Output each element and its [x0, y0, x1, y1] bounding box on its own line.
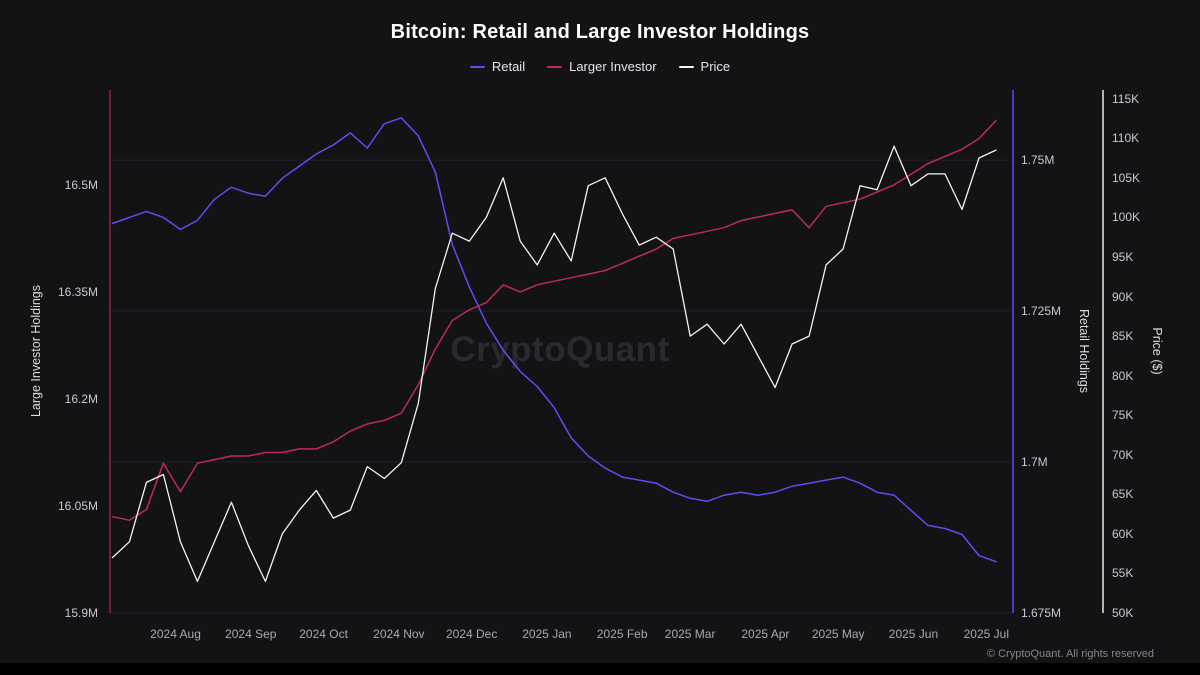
legend-marker-larger-investor	[547, 65, 563, 68]
chart-title: Bitcoin: Retail and Large Investor Holdi…	[390, 21, 810, 43]
retail-axis-title: Retail Holdings	[1077, 308, 1091, 394]
legend-item-larger-investor[interactable]: Larger Investor	[547, 59, 657, 74]
bottom-bar	[0, 663, 1200, 675]
copyright-footer: © CryptoQuant. All rights reserved	[986, 648, 1154, 660]
series-line-price	[111, 145, 997, 583]
legend-label-larger-investor: Larger Investor	[569, 59, 657, 74]
legend-item-price[interactable]: Price	[678, 59, 731, 74]
series-line-larger-investor	[111, 119, 997, 521]
chart-legend: Retail Larger Investor Price	[0, 59, 1200, 74]
series-line-retail	[111, 117, 997, 563]
price-axis-title: Price ($)	[1150, 327, 1164, 375]
legend-label-price: Price	[700, 59, 731, 74]
legend-label-retail: Retail	[491, 59, 526, 74]
legend-marker-retail	[469, 65, 485, 68]
legend-item-retail[interactable]: Retail	[469, 59, 526, 74]
legend-marker-price	[678, 65, 694, 68]
cryptoquant-watermark: CryptoQuant	[450, 330, 670, 369]
